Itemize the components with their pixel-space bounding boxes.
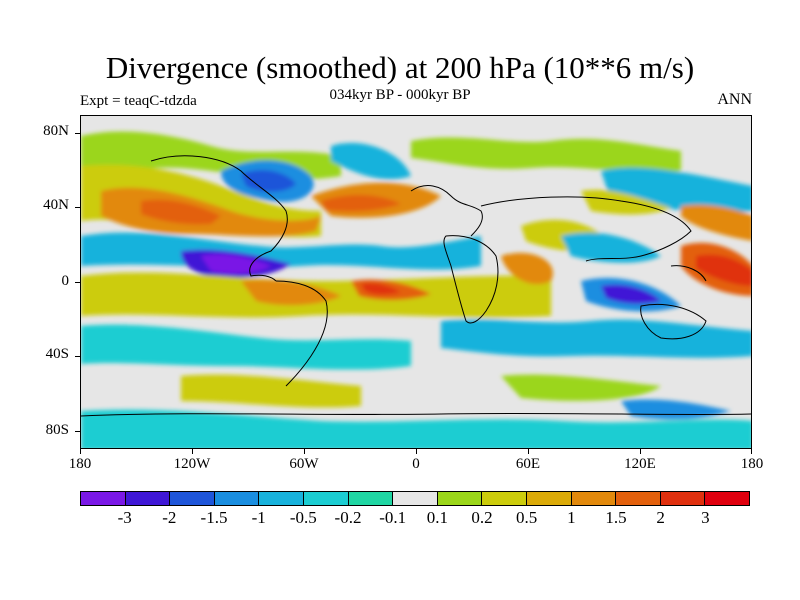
colorbar-swatch: [437, 492, 483, 505]
contour-region: [681, 204, 751, 241]
colorbar-label: -1.5: [200, 508, 228, 527]
colorbar-swatch: [303, 492, 349, 505]
colorbar-swatch: [616, 492, 661, 505]
colorbar-label: -1: [251, 508, 266, 527]
colorbar-label: -0.5: [289, 508, 317, 527]
axis-tick: [75, 207, 80, 208]
season-label: ANN: [717, 91, 752, 108]
map-plot: [80, 115, 752, 449]
colorbar-label: -2: [162, 508, 177, 527]
lat-label: 80N: [43, 123, 69, 139]
colorbar-label: 0.2: [471, 508, 493, 527]
experiment-label: Expt = teaqC-tdzda: [80, 93, 197, 109]
contour-region: [411, 137, 681, 173]
lon-label: 180: [740, 456, 764, 472]
axis-tick: [528, 449, 529, 454]
contour-region: [81, 232, 481, 270]
contour-region: [81, 324, 411, 370]
colorbar-swatch: [660, 492, 706, 505]
contour-region: [501, 374, 661, 401]
lat-label: 0: [61, 273, 70, 289]
contour-region: [561, 232, 661, 263]
colorbar-swatch: [571, 492, 617, 505]
axis-tick: [75, 356, 80, 357]
colorbar-label: -3: [117, 508, 132, 527]
colorbar-label: -0.1: [379, 508, 407, 527]
colorbar-swatch: [170, 492, 215, 505]
contour-region: [331, 142, 411, 180]
colorbar: [80, 491, 750, 506]
contour-region: [141, 199, 221, 225]
colorbar-label: 1: [567, 508, 576, 527]
lon-label: 120E: [624, 456, 656, 472]
contour-region: [181, 374, 361, 408]
colorbar-label: 0.1: [426, 508, 448, 527]
colorbar-swatch: [526, 492, 572, 505]
contour-region: [696, 254, 751, 286]
axis-tick: [640, 449, 641, 454]
colorbar-label: 0.5: [516, 508, 538, 527]
colorbar-label: 2: [656, 508, 665, 527]
contour-region: [241, 279, 341, 306]
divergence-field: [81, 116, 751, 448]
colorbar-swatch: [348, 492, 394, 505]
contour-region: [201, 254, 271, 274]
contour-region: [441, 319, 751, 358]
colorbar-label: 1.5: [605, 508, 627, 527]
axis-tick: [416, 449, 417, 454]
colorbar-swatch: [705, 492, 749, 505]
contour-region: [81, 409, 751, 448]
axis-tick: [80, 449, 81, 454]
contour-region: [321, 194, 401, 212]
contour-region: [601, 284, 661, 304]
axis-tick: [75, 431, 80, 432]
lon-label: 120W: [173, 456, 211, 472]
lon-label: 0: [412, 456, 420, 472]
colorbar-label: -0.2: [334, 508, 362, 527]
axis-tick: [75, 133, 80, 134]
lon-label: 60W: [289, 456, 319, 472]
lon-label: 180: [68, 456, 92, 472]
colorbar-swatch: [214, 492, 260, 505]
contour-region: [361, 283, 401, 295]
axis-tick: [304, 449, 305, 454]
colorbar-swatch: [81, 492, 126, 505]
axis-tick: [75, 282, 80, 283]
axis-tick: [192, 449, 193, 454]
lon-label: 60E: [515, 456, 541, 472]
map-subtitle: 034kyr BP - 000kyr BP: [329, 87, 471, 103]
colorbar-swatch: [482, 492, 527, 505]
colorbar-label: 3: [701, 508, 710, 527]
contour-region: [241, 170, 296, 192]
lat-label: 80S: [45, 422, 69, 438]
axis-tick: [751, 449, 752, 454]
map-title: Divergence (smoothed) at 200 hPa (10**6 …: [105, 50, 695, 85]
colorbar-swatch: [125, 492, 171, 505]
contour-region: [501, 252, 553, 285]
lat-label: 40N: [43, 197, 69, 213]
colorbar-swatch: [393, 492, 438, 505]
colorbar-swatch: [259, 492, 304, 505]
coastlines: [81, 155, 751, 417]
lat-label: 40S: [45, 346, 69, 362]
